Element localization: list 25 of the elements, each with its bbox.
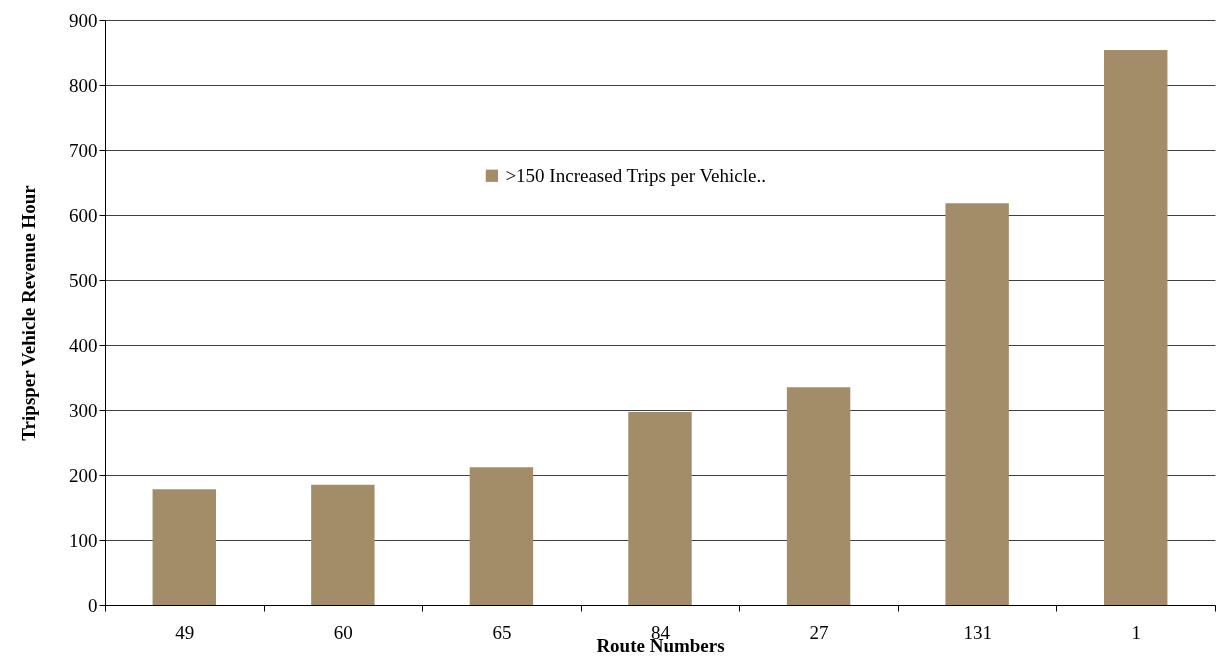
bar <box>152 489 216 605</box>
bar <box>311 484 375 605</box>
bar <box>945 203 1009 605</box>
legend-label: >150 Increased Trips per Vehicle.. <box>505 164 766 186</box>
y-tick-label: 600 <box>69 204 98 226</box>
y-tick-label: 900 <box>69 9 98 31</box>
bar <box>1104 49 1168 605</box>
y-tick-label: 200 <box>69 464 98 486</box>
x-tick-label: 65 <box>492 621 512 643</box>
y-tick-label: 500 <box>69 269 98 291</box>
x-tick-label: 1 <box>1131 621 1141 643</box>
y-tick-label: 0 <box>88 594 98 616</box>
x-tick-label: 60 <box>333 621 353 643</box>
bar <box>786 387 851 605</box>
x-tick-label: 131 <box>963 621 992 643</box>
y-tick-label: 700 <box>69 139 98 161</box>
y-tick-label: 400 <box>69 334 98 356</box>
y-tick-label: 800 <box>69 74 98 96</box>
y-tick-label: 300 <box>69 399 98 421</box>
bar <box>469 467 534 605</box>
y-tick-label: 100 <box>69 529 98 551</box>
bar <box>628 411 692 605</box>
x-tick-label: 27 <box>809 621 829 643</box>
x-tick-label: 49 <box>175 621 195 643</box>
y-axis-title: Tripsper Vehicle Revenue Hour <box>18 184 39 441</box>
